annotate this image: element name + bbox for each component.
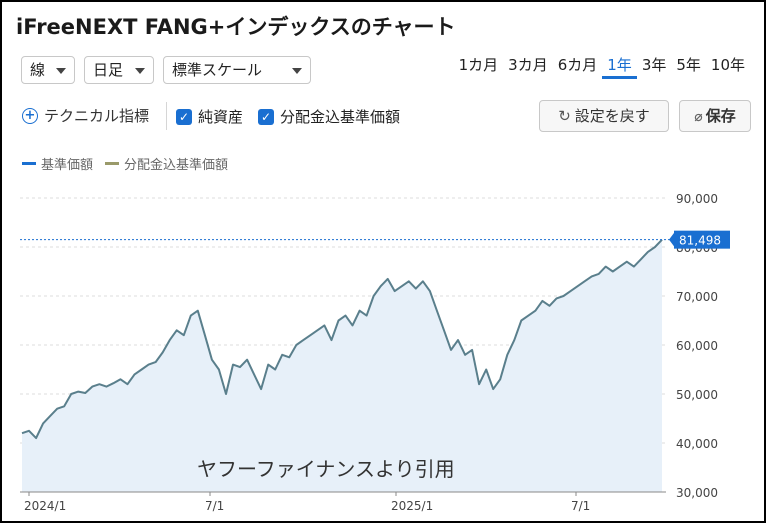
y-tick-label: 40,000: [676, 437, 718, 451]
dividend-price-checkbox[interactable]: ✓ 分配金込基準価額: [258, 106, 400, 127]
chevron-down-icon: [292, 68, 302, 74]
legend-swatch: [22, 162, 36, 165]
current-value-label: 81,498: [679, 234, 721, 248]
legend-label: 基準価額: [41, 158, 94, 173]
line-type-value: 線: [30, 61, 46, 79]
interval-value: 日足: [93, 61, 124, 79]
y-tick-label: 70,000: [676, 290, 718, 304]
x-tick-label: 2024/1: [24, 499, 66, 513]
save-button[interactable]: ⌀ 保存: [679, 100, 751, 132]
y-tick-label: 50,000: [676, 388, 718, 402]
net-assets-label: 純資産: [198, 108, 244, 126]
tab-period-1y[interactable]: 1年: [602, 54, 637, 79]
checkmark-icon: ✓: [258, 108, 274, 125]
tab-period-1m[interactable]: 1カ月: [458, 56, 499, 74]
tab-period-6m[interactable]: 6カ月: [557, 56, 598, 74]
legend-item-dividend-nav: 分配金込基準価額: [105, 154, 228, 173]
chevron-down-icon: [135, 68, 145, 74]
page-title: iFreeNEXT FANG+インデックスのチャート: [16, 15, 456, 39]
y-tick-label: 90,000: [676, 192, 718, 206]
paperclip-icon: ⌀: [694, 109, 703, 125]
legend-item-nav: 基準価額: [22, 154, 93, 173]
reset-settings-label: 設定を戻す: [574, 107, 650, 125]
tab-period-3y[interactable]: 3年: [641, 56, 667, 74]
source-watermark: ヤフーファイナンスより引用: [197, 457, 455, 481]
legend-swatch: [105, 162, 120, 165]
dividend-price-label: 分配金込基準価額: [280, 108, 401, 126]
scale-select[interactable]: 標準スケール: [163, 56, 311, 84]
technical-indicators-button[interactable]: + テクニカル指標: [22, 105, 149, 126]
y-tick-label: 30,000: [676, 486, 718, 500]
interval-select[interactable]: 日足: [84, 56, 154, 84]
period-tabs: 1カ月 3カ月 6カ月 1年 3年 5年 10年: [454, 54, 750, 79]
series-area: [22, 239, 662, 492]
tab-period-10y[interactable]: 10年: [710, 56, 745, 74]
chevron-down-icon: [56, 68, 66, 74]
tab-period-3m[interactable]: 3カ月: [508, 56, 548, 74]
save-label: 保存: [705, 107, 736, 125]
line-type-select[interactable]: 線: [21, 56, 75, 84]
net-assets-checkbox[interactable]: ✓ 純資産: [176, 106, 243, 127]
current-value-pointer: [669, 231, 675, 248]
reset-settings-button[interactable]: ↻ 設定を戻す: [539, 100, 669, 132]
current-value-badge: [674, 230, 730, 249]
x-tick-label: 2025/1: [391, 499, 433, 513]
tab-period-5y[interactable]: 5年: [676, 56, 701, 74]
y-tick-label: 60,000: [676, 339, 718, 353]
chart-legend: 基準価額 分配金込基準価額: [22, 154, 240, 173]
legend-label: 分配金込基準価額: [124, 158, 229, 173]
refresh-icon: ↻: [558, 107, 571, 125]
checkmark-icon: ✓: [176, 108, 192, 125]
plus-circle-icon: +: [22, 107, 38, 124]
x-tick-label: 7/1: [205, 499, 224, 513]
scale-value: 標準スケール: [172, 61, 263, 79]
x-tick-label: 7/1: [571, 499, 590, 513]
technical-indicators-label: テクニカル指標: [44, 107, 150, 125]
series-line[interactable]: [21, 239, 663, 440]
toolbar-divider: [166, 102, 167, 130]
